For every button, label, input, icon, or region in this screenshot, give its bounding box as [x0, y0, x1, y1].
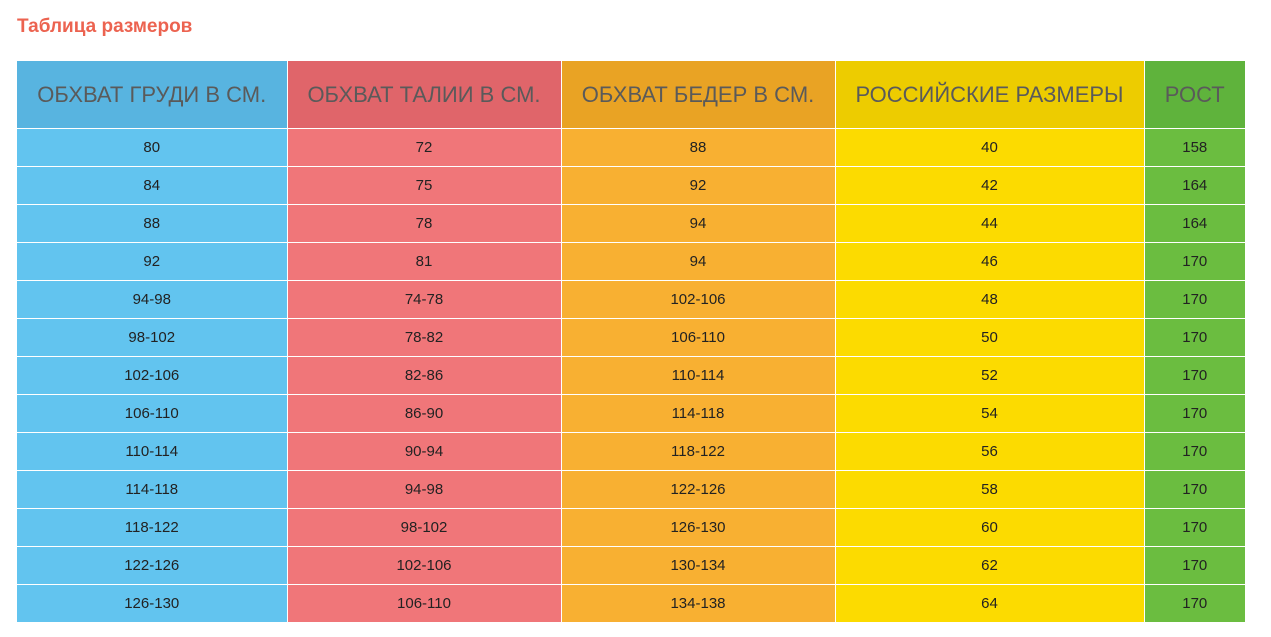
- table-row: 122-126 102-106 130-134 62 170: [17, 546, 1245, 585]
- table-row: 84 75 92 42 164: [17, 166, 1245, 205]
- header-waist: ОБХВАТ ТАЛИИ В СМ.: [287, 61, 562, 129]
- cell-height: 170: [1144, 280, 1245, 319]
- cell-russian-size: 52: [835, 356, 1145, 395]
- cell-waist: 74-78: [287, 280, 562, 319]
- cell-russian-size: 64: [835, 584, 1145, 623]
- cell-russian-size: 50: [835, 318, 1145, 357]
- cell-height: 170: [1144, 318, 1245, 357]
- table-row: 94-98 74-78 102-106 48 170: [17, 280, 1245, 319]
- cell-chest: 118-122: [17, 508, 288, 547]
- cell-height: 170: [1144, 584, 1245, 623]
- table-row: 88 78 94 44 164: [17, 204, 1245, 243]
- cell-russian-size: 48: [835, 280, 1145, 319]
- cell-chest: 84: [17, 166, 288, 205]
- cell-chest: 102-106: [17, 356, 288, 395]
- cell-height: 170: [1144, 546, 1245, 585]
- cell-russian-size: 54: [835, 394, 1145, 433]
- cell-chest: 122-126: [17, 546, 288, 585]
- cell-waist: 81: [287, 242, 562, 281]
- cell-waist: 78: [287, 204, 562, 243]
- cell-height: 170: [1144, 242, 1245, 281]
- cell-chest: 126-130: [17, 584, 288, 623]
- cell-waist: 75: [287, 166, 562, 205]
- cell-chest: 92: [17, 242, 288, 281]
- cell-waist: 90-94: [287, 432, 562, 471]
- cell-hips: 118-122: [561, 432, 836, 471]
- cell-russian-size: 58: [835, 470, 1145, 509]
- cell-chest: 80: [17, 128, 288, 167]
- cell-waist: 102-106: [287, 546, 562, 585]
- cell-height: 164: [1144, 204, 1245, 243]
- cell-waist: 82-86: [287, 356, 562, 395]
- cell-russian-size: 56: [835, 432, 1145, 471]
- size-table: ОБХВАТ ГРУДИ В СМ. ОБХВАТ ТАЛИИ В СМ. ОБ…: [17, 61, 1245, 623]
- cell-russian-size: 44: [835, 204, 1145, 243]
- table-body: 80 72 88 40 158 84 75 92 42 164 88 78 94 44 164 92 81 94 4…: [17, 128, 1245, 623]
- cell-hips: 94: [561, 204, 836, 243]
- cell-hips: 102-106: [561, 280, 836, 319]
- cell-chest: 98-102: [17, 318, 288, 357]
- cell-russian-size: 60: [835, 508, 1145, 547]
- cell-chest: 88: [17, 204, 288, 243]
- cell-russian-size: 40: [835, 128, 1145, 167]
- cell-height: 158: [1144, 128, 1245, 167]
- cell-hips: 130-134: [561, 546, 836, 585]
- cell-hips: 134-138: [561, 584, 836, 623]
- cell-waist: 98-102: [287, 508, 562, 547]
- cell-waist: 86-90: [287, 394, 562, 433]
- table-row: 126-130 106-110 134-138 64 170: [17, 584, 1245, 623]
- cell-hips: 88: [561, 128, 836, 167]
- cell-hips: 126-130: [561, 508, 836, 547]
- cell-height: 170: [1144, 356, 1245, 395]
- cell-hips: 110-114: [561, 356, 836, 395]
- table-row: 114-118 94-98 122-126 58 170: [17, 470, 1245, 509]
- cell-hips: 122-126: [561, 470, 836, 509]
- cell-hips: 92: [561, 166, 836, 205]
- cell-waist: 78-82: [287, 318, 562, 357]
- cell-height: 164: [1144, 166, 1245, 205]
- table-row: 118-122 98-102 126-130 60 170: [17, 508, 1245, 547]
- table-row: 80 72 88 40 158: [17, 128, 1245, 167]
- cell-russian-size: 42: [835, 166, 1145, 205]
- header-height: РОСТ: [1144, 61, 1245, 129]
- cell-waist: 72: [287, 128, 562, 167]
- cell-height: 170: [1144, 470, 1245, 509]
- cell-hips: 114-118: [561, 394, 836, 433]
- cell-height: 170: [1144, 432, 1245, 471]
- table-row: 92 81 94 46 170: [17, 242, 1245, 281]
- table-row: 106-110 86-90 114-118 54 170: [17, 394, 1245, 433]
- header-hips: ОБХВАТ БЕДЕР В СМ.: [561, 61, 836, 129]
- table-header: ОБХВАТ ГРУДИ В СМ. ОБХВАТ ТАЛИИ В СМ. ОБ…: [17, 61, 1245, 129]
- table-row: 110-114 90-94 118-122 56 170: [17, 432, 1245, 471]
- header-russian-size: РОССИЙСКИЕ РАЗМЕРЫ: [835, 61, 1145, 129]
- table-row: 98-102 78-82 106-110 50 170: [17, 318, 1245, 357]
- cell-waist: 94-98: [287, 470, 562, 509]
- cell-hips: 106-110: [561, 318, 836, 357]
- cell-russian-size: 46: [835, 242, 1145, 281]
- cell-chest: 114-118: [17, 470, 288, 509]
- table-row: 102-106 82-86 110-114 52 170: [17, 356, 1245, 395]
- cell-russian-size: 62: [835, 546, 1145, 585]
- cell-chest: 94-98: [17, 280, 288, 319]
- cell-chest: 110-114: [17, 432, 288, 471]
- header-chest: ОБХВАТ ГРУДИ В СМ.: [17, 61, 288, 129]
- header-row: ОБХВАТ ГРУДИ В СМ. ОБХВАТ ТАЛИИ В СМ. ОБ…: [17, 61, 1245, 129]
- cell-height: 170: [1144, 394, 1245, 433]
- cell-chest: 106-110: [17, 394, 288, 433]
- cell-height: 170: [1144, 508, 1245, 547]
- page-title: Таблица размеров: [17, 16, 193, 37]
- cell-hips: 94: [561, 242, 836, 281]
- cell-waist: 106-110: [287, 584, 562, 623]
